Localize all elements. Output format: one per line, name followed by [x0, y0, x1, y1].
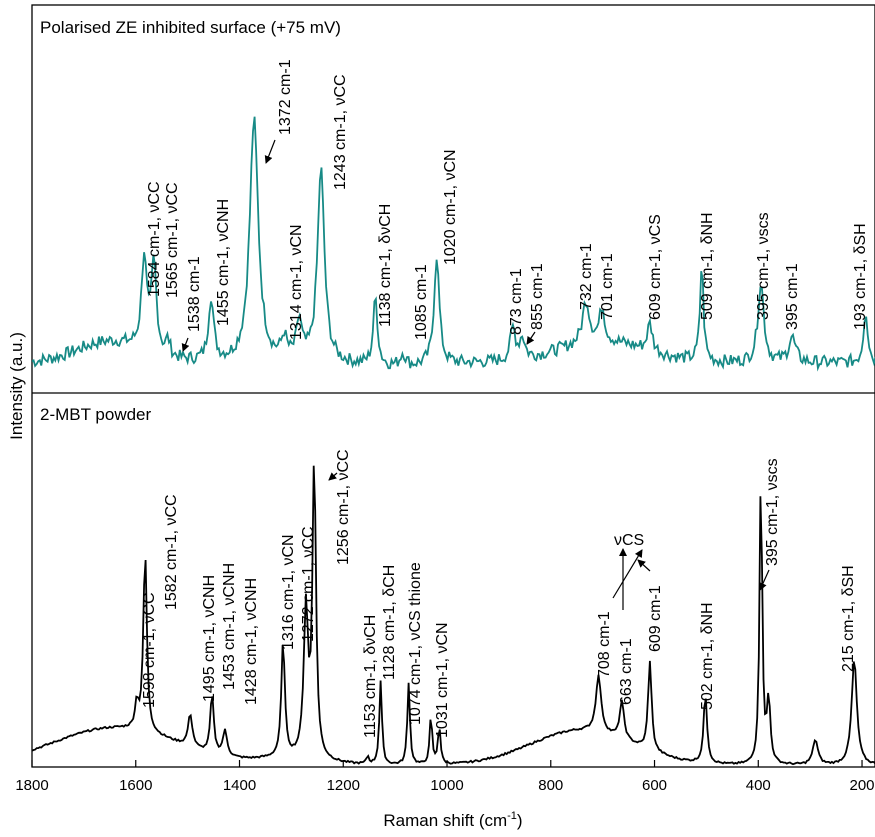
x-tick-label: 600: [642, 777, 667, 794]
peak-label: 509 cm-1, δNH: [699, 212, 716, 320]
peak-label: 193 cm-1, δSH: [852, 223, 869, 330]
peak-label: 1074 cm-1, νCS thione: [407, 562, 424, 725]
peak-label: 502 cm-1, δNH: [699, 602, 716, 710]
plot-frame: [31, 4, 875, 768]
annotation-arrows: [181, 139, 770, 610]
peak-label: 1128 cm-1, δCH: [381, 565, 398, 680]
x-tick-label: 1000: [430, 777, 463, 794]
peak-label: 1372 cm-1: [277, 59, 294, 135]
x-tick-label: 1600: [119, 777, 152, 794]
peak-label: 1565 cm-1, νCC: [164, 182, 181, 298]
peak-label: 1495 cm-1, νCNH: [201, 575, 218, 702]
peak-label: 609 cm-1: [647, 585, 664, 652]
series-line-2mbt-powder: [32, 465, 875, 766]
peak-label: 1085 cm-1: [413, 264, 430, 340]
peak-label-vcs: νCS: [614, 532, 644, 549]
peak-label: 1138 cm-1, δνCH: [377, 204, 394, 327]
peak-label: 215 cm-1, δSH: [840, 565, 857, 672]
y-axis-title: Intensity (a.u.): [7, 332, 26, 440]
peak-label: 1538 cm-1: [186, 256, 203, 332]
peak-label: 663 cm-1: [618, 638, 635, 705]
peak-label: 1453 cm-1, νCNH: [221, 563, 238, 690]
x-axis: 1800 1600 1400 1200 1000 800 600 400 200: [15, 760, 875, 794]
x-tick-label: 200: [850, 777, 875, 794]
peak-label: 1582 cm-1, νCC: [163, 494, 180, 610]
peak-label: 395 cm-1, νscs: [755, 212, 772, 320]
peak-labels-top: 1584 cm-1, νCC 1565 cm-1, νCC 1538 cm-1 …: [146, 59, 869, 340]
peak-label: 1256 cm-1, νCC: [335, 449, 352, 565]
peak-label: 1243 cm-1, νCC: [332, 74, 349, 190]
peak-label: 1272 cm-1, νCC: [300, 526, 317, 642]
x-tick-label: 800: [538, 777, 563, 794]
peak-label: 1428 cm-1, νCNH: [243, 578, 260, 705]
peak-label: 855 cm-1: [529, 263, 546, 330]
peak-label: 1584 cm-1, νCC: [146, 181, 163, 297]
panel-title-top: Polarised ZE inhibited surface (+75 mV): [40, 18, 341, 37]
peak-label: 1316 cm-1, νCN: [280, 534, 297, 650]
series-line-polarised-ze: [32, 116, 875, 372]
peak-label: 1153 cm-1, δνCH: [362, 615, 379, 738]
peak-label: 732 cm-1: [578, 243, 595, 310]
peak-value: 1584 cm-1, νCC: [146, 181, 163, 297]
panel-title-bottom: 2-MBT powder: [40, 405, 152, 424]
x-axis-title: Raman shift (cm-1): [383, 810, 522, 830]
x-tick-label: 1400: [223, 777, 256, 794]
peak-label: 1314 cm-1, νCN: [288, 224, 305, 340]
peak-label: 1455 cm-1, νCNH: [215, 199, 232, 326]
x-tick-label: 1800: [15, 777, 48, 794]
peak-label: 395 cm-1: [784, 263, 801, 330]
peak-label: 609 cm-1, νCS: [647, 214, 664, 320]
peak-labels-bottom: 1598 cm-1, νCC 1582 cm-1, νCC 1495 cm-1,…: [141, 449, 857, 738]
peak-label: 1031 cm-1, νCN: [434, 622, 451, 738]
peak-label: 873 cm-1: [508, 268, 525, 335]
peak-label: 1598 cm-1, νCC: [141, 592, 158, 708]
peak-label: 395 cm-1, νscs: [764, 458, 781, 566]
x-tick-label: 400: [746, 777, 771, 794]
peak-label: 708 cm-1: [596, 611, 613, 678]
x-tick-label: 1200: [327, 777, 360, 794]
peak-label: 701 cm-1: [599, 253, 616, 320]
peak-label: 1020 cm-1, νCN: [442, 149, 459, 265]
